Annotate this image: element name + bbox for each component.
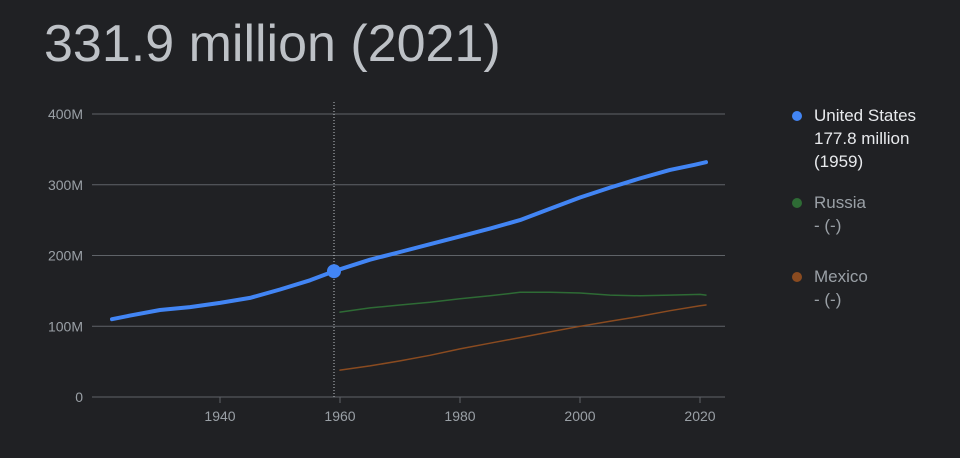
y-tick-label: 300M	[48, 177, 83, 193]
chart-legend: United States 177.8 million (1959) Russi…	[792, 104, 952, 311]
y-tick-label: 400M	[48, 106, 83, 122]
series-line-mexico	[339, 304, 707, 371]
y-tick-label: 0	[75, 389, 83, 405]
x-tick-label: 1960	[324, 408, 355, 424]
legend-series-year: (1959)	[814, 152, 864, 171]
legend-series-value: - (-)	[814, 216, 842, 235]
legend-series-value: - (-)	[814, 290, 842, 309]
x-tick-label: 1980	[444, 408, 475, 424]
series-line-russia	[339, 291, 707, 313]
united-states-legend-dot	[792, 111, 802, 121]
legend-series-value: 177.8 million	[814, 129, 910, 148]
y-tick-label: 200M	[48, 248, 83, 264]
russia-legend-dot	[792, 198, 802, 208]
x-tick-label: 1940	[204, 408, 235, 424]
legend-series-name: Mexico	[814, 267, 868, 286]
mexico-legend-dot	[792, 272, 802, 282]
legend-item-united-states[interactable]: United States 177.8 million (1959)	[792, 104, 952, 173]
legend-item-russia[interactable]: Russia - (-)	[792, 191, 952, 237]
series-line-united-states	[110, 160, 708, 322]
x-tick-label: 2000	[564, 408, 595, 424]
legend-series-name: Russia	[814, 193, 866, 212]
headline-value: 331.9 million (2021)	[44, 15, 501, 73]
y-tick-label: 100M	[48, 318, 83, 334]
highlight-point	[327, 264, 341, 279]
legend-item-mexico[interactable]: Mexico - (-)	[792, 265, 952, 311]
legend-series-name: United States	[814, 106, 917, 125]
x-tick-label: 2020	[684, 408, 715, 424]
